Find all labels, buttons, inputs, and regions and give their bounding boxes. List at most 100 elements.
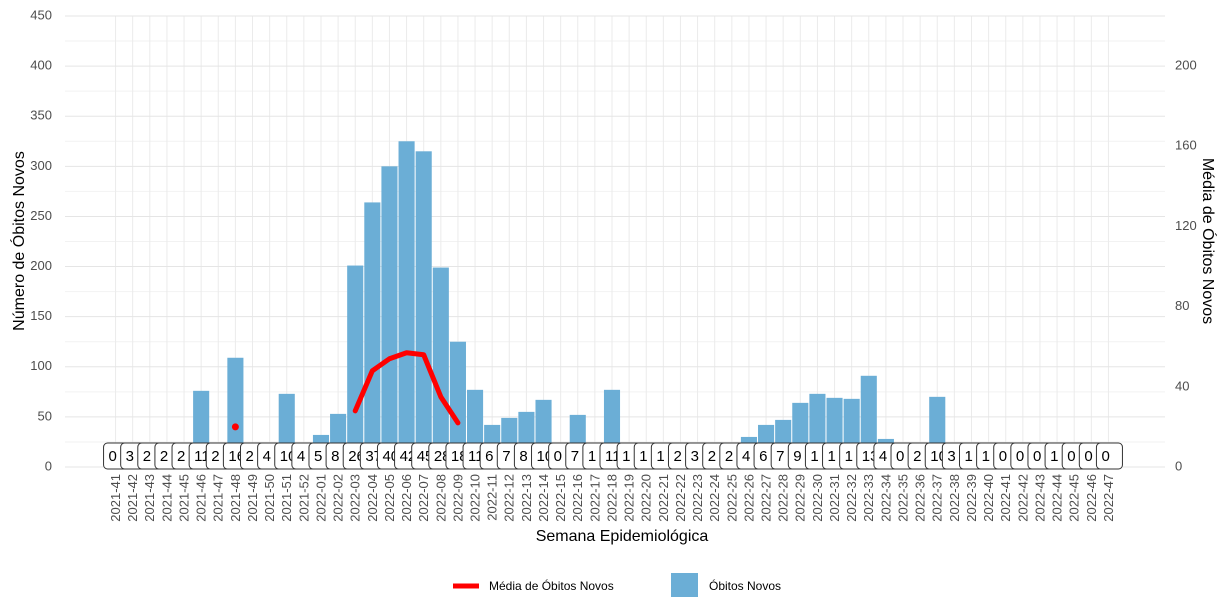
bar xyxy=(347,265,364,467)
y2-tick-label: 160 xyxy=(1175,138,1197,153)
x-tick-label: 2022-21 xyxy=(656,474,671,522)
x-tick-label: 2022-23 xyxy=(690,474,705,522)
point-label-text: 3 xyxy=(691,448,699,465)
x-tick-label: 2022-30 xyxy=(810,474,825,522)
bar xyxy=(381,166,398,468)
x-tick-label: 2022-03 xyxy=(348,474,363,522)
y2-tick-label: 0 xyxy=(1175,458,1182,473)
point-label-text: 6 xyxy=(759,448,767,465)
x-tick-label: 2022-15 xyxy=(553,474,568,522)
point-label-text: 1 xyxy=(810,448,818,465)
point-label-text: 1 xyxy=(845,448,853,465)
y-tick-label: 200 xyxy=(30,258,52,273)
point-label-text: 6 xyxy=(485,448,493,465)
x-tick-label: 2021-47 xyxy=(211,474,226,522)
x-tick-label: 2022-24 xyxy=(707,474,722,522)
legend-swatch-bar xyxy=(671,573,698,597)
point-label-text: 9 xyxy=(793,448,801,465)
point-label-text: 7 xyxy=(776,448,784,465)
x-tick-label: 2022-07 xyxy=(416,474,431,522)
point-label-text: 0 xyxy=(1101,448,1109,465)
bar xyxy=(398,141,415,467)
y-tick-label: 250 xyxy=(30,208,52,223)
x-tick-label: 2022-01 xyxy=(313,474,328,522)
y-tick-label: 150 xyxy=(30,308,52,323)
x-tick-label: 2021-50 xyxy=(262,474,277,522)
x-tick-label: 2022-35 xyxy=(895,474,910,522)
x-tick-label: 2022-47 xyxy=(1101,474,1116,522)
x-tick-label: 2021-48 xyxy=(228,474,243,522)
point-label-text: 0 xyxy=(1033,448,1041,465)
x-tick-label: 2021-42 xyxy=(125,474,140,522)
x-tick-label: 2022-42 xyxy=(1015,474,1030,522)
x-tick-label: 2021-45 xyxy=(176,474,191,522)
y-tick-label: 50 xyxy=(38,408,52,423)
y2-tick-label: 80 xyxy=(1175,298,1189,313)
x-tick-label: 2022-36 xyxy=(913,474,928,522)
y2-tick-label: 120 xyxy=(1175,218,1197,233)
y-tick-label: 100 xyxy=(30,358,52,373)
x-tick-label: 2022-13 xyxy=(519,474,534,522)
y2-axis-title: Média de Óbitos Novos xyxy=(1199,158,1218,324)
x-tick-label: 2022-12 xyxy=(502,474,517,522)
point-label-text: 1 xyxy=(828,448,836,465)
x-tick-label: 2022-37 xyxy=(930,474,945,522)
x-tick-label: 2022-29 xyxy=(793,474,808,522)
y-tick-label: 400 xyxy=(30,58,52,73)
point-label-text: 1 xyxy=(588,448,596,465)
bar xyxy=(227,357,244,467)
x-tick-label: 2022-06 xyxy=(399,474,414,522)
point-label-text: 1 xyxy=(1050,448,1058,465)
point-label-text: 4 xyxy=(879,448,887,465)
point-label-text: 2 xyxy=(177,448,185,465)
bar xyxy=(415,151,432,468)
x-tick-label: 2022-17 xyxy=(587,474,602,522)
point-label-text: 2 xyxy=(246,448,254,465)
x-tick-label: 2022-27 xyxy=(759,474,774,522)
x-tick-label: 2021-49 xyxy=(245,474,260,522)
point-label-text: 1 xyxy=(639,448,647,465)
x-tick-label: 2022-14 xyxy=(536,474,551,522)
bar xyxy=(432,267,449,467)
point-label-text: 0 xyxy=(1067,448,1075,465)
point-label-text: 4 xyxy=(263,448,271,465)
x-tick-label: 2022-05 xyxy=(382,474,397,522)
point-label-text: 2 xyxy=(143,448,151,465)
point-label-text: 2 xyxy=(673,448,681,465)
point-label-box xyxy=(1095,442,1123,470)
point-label-text: 1 xyxy=(982,448,990,465)
point-label-text: 2 xyxy=(913,448,921,465)
point-label-text: 2 xyxy=(708,448,716,465)
x-tick-label: 2022-26 xyxy=(741,474,756,522)
x-tick-label: 2022-45 xyxy=(1067,474,1082,522)
x-tick-label: 2022-08 xyxy=(433,474,448,522)
point-label-text: 0 xyxy=(896,448,904,465)
x-tick-label: 2022-20 xyxy=(639,474,654,522)
point-label-text: 3 xyxy=(126,448,134,465)
x-tick-label: 2021-43 xyxy=(142,474,157,522)
point-label-text: 2 xyxy=(725,448,733,465)
point-label: 0 xyxy=(1095,442,1123,470)
x-tick-label: 2022-40 xyxy=(981,474,996,522)
point-label-text: 3 xyxy=(947,448,955,465)
x-tick-label: 2022-31 xyxy=(827,474,842,522)
x-tick-label: 2022-04 xyxy=(365,474,380,522)
point-label-text: 4 xyxy=(297,448,305,465)
line xyxy=(352,350,461,426)
x-tick-label: 2022-10 xyxy=(467,474,482,522)
x-tick-label: 2022-32 xyxy=(844,474,859,522)
line-point xyxy=(231,423,239,431)
x-tick-label: 2022-38 xyxy=(947,474,962,522)
point-label-text: 0 xyxy=(109,448,117,465)
x-tick-label: 2022-25 xyxy=(724,474,739,522)
x-tick-label: 2022-22 xyxy=(673,474,688,522)
point-label-text: 0 xyxy=(999,448,1007,465)
point-label-text: 0 xyxy=(1084,448,1092,465)
y-tick-label: 350 xyxy=(30,108,52,123)
point-label-text: 1 xyxy=(656,448,664,465)
point-label-text: 7 xyxy=(571,448,579,465)
y2-tick-label: 200 xyxy=(1175,58,1197,73)
legend-label: Óbitos Novos xyxy=(709,578,781,593)
x-axis-title: Semana Epidemiológica xyxy=(536,528,709,545)
